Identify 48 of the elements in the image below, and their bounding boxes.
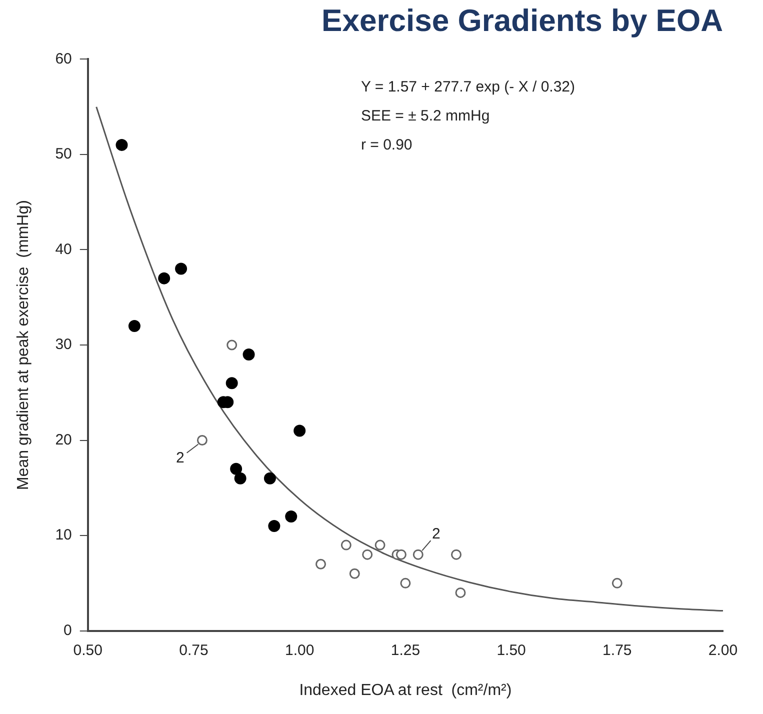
- point: [226, 377, 238, 390]
- y-tick-label: 40: [55, 240, 72, 258]
- annotation: Y = 1.57 + 277.7 exp (- X / 0.32): [360, 78, 576, 96]
- x-tick-label: 0.50: [73, 642, 102, 659]
- point: [196, 435, 208, 446]
- point: [230, 462, 242, 475]
- point: [128, 320, 140, 332]
- annotation: SEE = ± 5.2 mmHg: [360, 107, 490, 124]
- point: [374, 540, 386, 550]
- point: [455, 587, 466, 598]
- annotation: r = 0.90: [360, 136, 412, 154]
- point: [340, 540, 352, 550]
- point: [268, 520, 280, 532]
- x-axis-title: Indexed EOA at rest (cm²/m²): [299, 682, 512, 699]
- y-axis-title: Mean gradient at peak exercise (mmHg): [15, 200, 32, 490]
- point: [285, 510, 298, 522]
- x-tick-label: 1.25: [390, 642, 420, 659]
- point: [158, 272, 170, 284]
- point: [362, 549, 373, 560]
- point: [396, 549, 406, 560]
- annotation: 2: [432, 526, 440, 543]
- point: [451, 549, 462, 560]
- x-tick-label: 0.75: [179, 642, 208, 659]
- line-series: [96, 106, 723, 612]
- point: [349, 568, 360, 579]
- point: [116, 138, 128, 151]
- y-tick-label: 10: [55, 526, 72, 544]
- point: [294, 424, 306, 437]
- x-tick-label: 1.50: [496, 642, 526, 659]
- y-tick-label: 0: [64, 622, 72, 639]
- x-tick-label: 2.00: [708, 642, 738, 659]
- point: [242, 348, 255, 361]
- point: [400, 578, 411, 588]
- x-tick-label: 1.00: [284, 642, 314, 659]
- x-tick-label: 1.75: [602, 642, 632, 659]
- y-tick-label: 50: [55, 146, 72, 163]
- point: [612, 578, 622, 588]
- y-tick-label: 60: [55, 50, 72, 68]
- point: [226, 340, 238, 350]
- annotation: 2: [176, 449, 184, 466]
- point: [264, 472, 276, 484]
- chart-title: Exercise Gradients by EOA: [322, 3, 723, 38]
- y-tick-label: 30: [55, 336, 72, 354]
- point: [175, 262, 188, 275]
- y-tick-label: 20: [55, 431, 72, 448]
- point: [412, 549, 424, 560]
- point: [316, 558, 326, 570]
- point: [234, 472, 246, 484]
